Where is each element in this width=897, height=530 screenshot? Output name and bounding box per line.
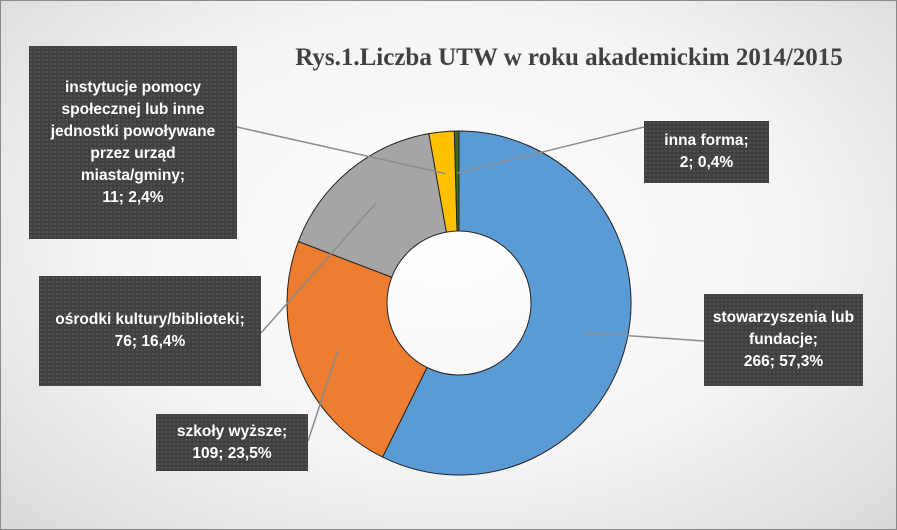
leader-line bbox=[585, 331, 705, 342]
donut-slice bbox=[297, 133, 447, 278]
data-label: instytucje pomocy społecznej lub inne je… bbox=[29, 46, 237, 239]
donut-slice bbox=[286, 240, 428, 458]
leader-line bbox=[307, 350, 339, 442]
leader-line bbox=[236, 126, 446, 175]
value-label: 76; 16,4% bbox=[114, 333, 186, 350]
chart-title: Rys.1.Liczba UTW w roku akademickim 2014… bbox=[295, 44, 843, 71]
donut-slice bbox=[453, 130, 460, 232]
leader-line bbox=[260, 202, 377, 334]
value-label: 11; 2,4% bbox=[102, 188, 164, 206]
leader-line bbox=[457, 126, 645, 174]
data-label: szkoły wyższe; 109; 23,5% bbox=[156, 414, 308, 471]
value-label: 2; 0,4% bbox=[679, 154, 734, 171]
leaders bbox=[236, 126, 705, 442]
data-label: inna forma; 2; 0,4% bbox=[644, 121, 769, 183]
category-name: instytucje pomocy społecznej lub inne je… bbox=[50, 78, 216, 184]
donut-slice bbox=[381, 130, 632, 476]
value-label: 109; 23,5% bbox=[192, 444, 272, 462]
category-name: inna forma; bbox=[664, 132, 749, 149]
data-label: stowarzyszenia lub fundacje; 266; 57,3% bbox=[704, 294, 863, 386]
category-name: szkoły wyższe; bbox=[176, 422, 288, 440]
category-name: ośrodki kultury/biblioteki; bbox=[55, 311, 245, 328]
category-name: stowarzyszenia lub fundacje; bbox=[712, 309, 855, 348]
slices bbox=[286, 130, 632, 476]
data-label: ośrodki kultury/biblioteki; 76; 16,4% bbox=[39, 276, 261, 386]
value-label: 266; 57,3% bbox=[743, 353, 824, 370]
